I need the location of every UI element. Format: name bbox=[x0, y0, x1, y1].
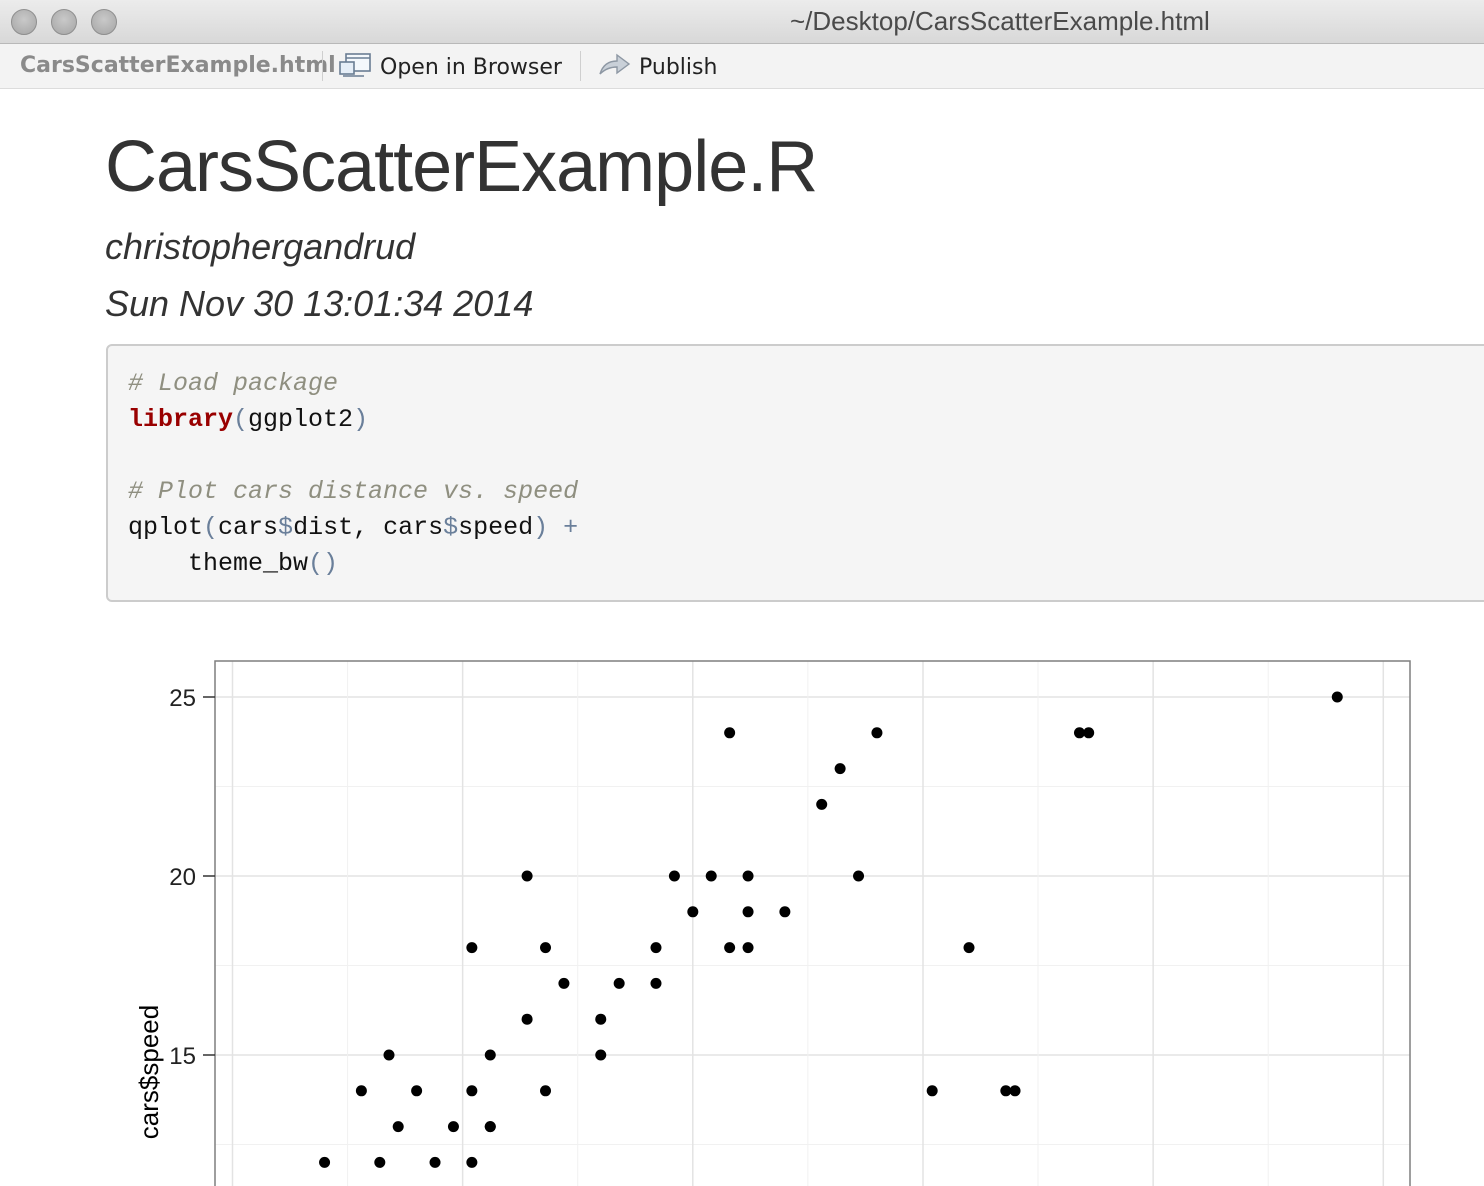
code-dollar: $ bbox=[443, 513, 459, 542]
open-in-browser-icon bbox=[338, 52, 372, 82]
code-block: # Load package library(ggplot2) # Plot car… bbox=[106, 344, 1484, 602]
y-tick-label: 25 bbox=[169, 685, 196, 712]
data-point bbox=[540, 1085, 552, 1097]
data-point bbox=[742, 942, 754, 954]
data-point bbox=[484, 1121, 496, 1133]
data-point bbox=[650, 942, 662, 954]
code-paren: ( bbox=[233, 405, 249, 434]
data-point bbox=[926, 1085, 938, 1097]
code-paren: ) bbox=[353, 405, 369, 434]
code-paren: () bbox=[308, 549, 339, 578]
date-line: Sun Nov 30 13:01:34 2014 bbox=[105, 283, 534, 324]
y-tick-label: 20 bbox=[169, 864, 196, 891]
data-point bbox=[466, 942, 478, 954]
window-titlebar: ~/Desktop/CarsScatterExample.html bbox=[0, 0, 1484, 44]
toolbar-divider bbox=[580, 51, 581, 81]
data-point bbox=[595, 1049, 607, 1061]
code-object: cars bbox=[383, 513, 444, 542]
data-point bbox=[724, 942, 736, 954]
data-point bbox=[963, 942, 975, 954]
code-comment: # Load package bbox=[128, 369, 339, 398]
toolbar-file-label: CarsScatterExample.html bbox=[20, 53, 336, 78]
open-in-browser-label: Open in Browser bbox=[380, 54, 562, 80]
grid-lines bbox=[215, 661, 1410, 1186]
window-title: ~/Desktop/CarsScatterExample.html bbox=[790, 6, 1210, 36]
data-point bbox=[411, 1085, 423, 1097]
data-point bbox=[466, 1085, 478, 1097]
code-field: dist, bbox=[293, 513, 384, 542]
data-point bbox=[1000, 1085, 1012, 1097]
data-point bbox=[742, 906, 754, 918]
toolbar-divider bbox=[322, 51, 323, 81]
data-point bbox=[705, 870, 717, 882]
open-in-browser-button[interactable]: Open in Browser bbox=[338, 51, 562, 83]
data-point bbox=[540, 942, 552, 954]
data-point bbox=[595, 1013, 607, 1025]
author-line: christophergandrud bbox=[105, 226, 416, 267]
y-tick-label: 15 bbox=[169, 1043, 196, 1070]
data-point bbox=[319, 1156, 331, 1168]
data-point bbox=[429, 1156, 441, 1168]
data-point bbox=[1331, 691, 1343, 703]
data-point bbox=[779, 906, 791, 918]
data-point bbox=[558, 977, 570, 989]
code-paren: ) bbox=[533, 513, 549, 542]
data-point bbox=[871, 727, 883, 739]
code-paren: ( bbox=[203, 513, 219, 542]
code-keyword: library bbox=[128, 405, 234, 434]
data-point bbox=[834, 763, 846, 775]
publish-label: Publish bbox=[639, 54, 718, 80]
data-point bbox=[724, 727, 736, 739]
publish-icon bbox=[597, 52, 631, 82]
data-point bbox=[650, 977, 662, 989]
page-title: CarsScatterExample.R bbox=[105, 127, 818, 207]
publish-button[interactable]: Publish bbox=[597, 51, 717, 83]
data-point bbox=[521, 1013, 533, 1025]
data-point bbox=[1009, 1085, 1021, 1097]
data-point bbox=[1073, 727, 1085, 739]
minimize-window-button[interactable] bbox=[51, 9, 77, 35]
data-point bbox=[1083, 727, 1095, 739]
data-point bbox=[816, 798, 828, 810]
plot-panel-border bbox=[214, 660, 1411, 1186]
code-comment: # Plot cars distance vs. speed bbox=[128, 477, 579, 506]
code-dollar: $ bbox=[278, 513, 294, 542]
data-point bbox=[853, 870, 865, 882]
data-point bbox=[383, 1049, 395, 1061]
data-point bbox=[374, 1156, 386, 1168]
data-point bbox=[742, 870, 754, 882]
data-point bbox=[466, 1156, 478, 1168]
code-argument: ggplot2 bbox=[248, 405, 354, 434]
data-point bbox=[484, 1049, 496, 1061]
data-point bbox=[447, 1121, 459, 1133]
close-window-button[interactable] bbox=[11, 9, 37, 35]
data-point bbox=[355, 1085, 367, 1097]
data-point bbox=[521, 870, 533, 882]
y-axis: 15 20 25 bbox=[169, 685, 215, 1070]
viewer-toolbar: CarsScatterExample.html Open in Browser … bbox=[0, 44, 1484, 89]
code-object: cars bbox=[218, 513, 279, 542]
code-operator: + bbox=[548, 513, 579, 542]
data-point bbox=[668, 870, 680, 882]
data-points bbox=[319, 691, 1343, 1168]
data-point bbox=[392, 1121, 404, 1133]
data-point bbox=[687, 906, 699, 918]
data-point bbox=[613, 977, 625, 989]
code-function: theme_bw bbox=[128, 549, 309, 578]
zoom-window-button[interactable] bbox=[91, 9, 117, 35]
code-field: speed bbox=[458, 513, 534, 542]
scatter-plot: 15 20 25 cars$speed bbox=[134, 660, 1411, 1186]
code-function: qplot bbox=[128, 513, 204, 542]
y-axis-label: cars$speed bbox=[134, 1005, 164, 1139]
